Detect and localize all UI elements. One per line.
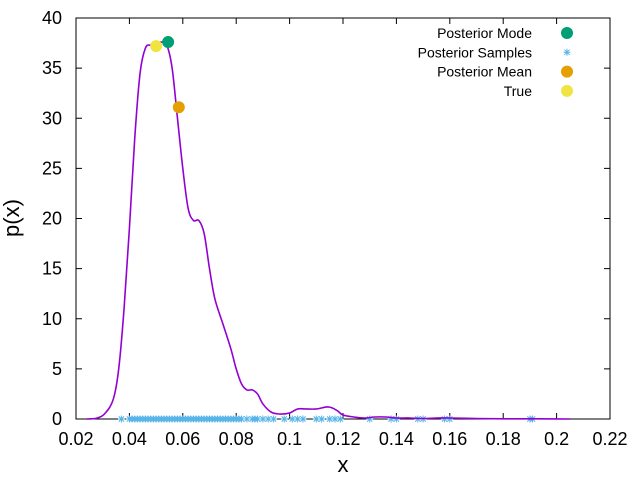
y-tick-label: 15: [42, 259, 62, 279]
y-tick-label: 35: [42, 58, 62, 78]
y-tick-label: 5: [52, 359, 62, 379]
posterior-samples-group: [117, 415, 537, 423]
x-tick-label: 0.12: [325, 429, 360, 449]
y-tick-label: 25: [42, 158, 62, 178]
x-tick-label: 0.2: [544, 429, 569, 449]
legend-label-posterior-samples: Posterior Samples: [418, 44, 532, 60]
y-tick-label: 0: [52, 409, 62, 429]
x-tick-label: 0.04: [112, 429, 147, 449]
x-axis-title: x: [338, 452, 349, 477]
posterior-samples-marker: [392, 415, 400, 423]
x-tick-label: 0.1: [277, 429, 302, 449]
x-tick-label: 0.14: [379, 429, 414, 449]
y-tick-label: 40: [42, 8, 62, 28]
posterior-samples-marker: [336, 415, 344, 423]
posterior-mode-marker: [162, 36, 175, 49]
posterior-samples-marker: [446, 415, 454, 423]
posterior-samples-marker: [264, 415, 272, 423]
posterior-points-group: [150, 36, 185, 114]
y-tick-label: 30: [42, 108, 62, 128]
legend-label-true: True: [504, 83, 532, 99]
density-curve: [86, 41, 570, 420]
x-tick-label: 0.06: [165, 429, 200, 449]
legend: Posterior Mode Posterior Samples Posterior…: [418, 25, 573, 99]
axis-tick-labels: 0.02 0.04 0.06 0.08 0.1 0.12 0.14 0.16 0.18 0.2 0.…: [42, 8, 628, 449]
y-axis-title: p(x): [0, 199, 24, 237]
legend-label-posterior-mean: Posterior Mean: [437, 64, 532, 80]
posterior-samples-marker: [117, 415, 125, 423]
legend-marker-posterior-mode: [561, 27, 573, 39]
true-marker: [150, 40, 163, 53]
legend-label-posterior-mode: Posterior Mode: [437, 25, 532, 41]
posterior-samples-marker: [318, 415, 326, 423]
legend-marker-posterior-samples: [563, 48, 571, 56]
x-tick-label: 0.16: [432, 429, 467, 449]
x-tick-label: 0.22: [592, 429, 627, 449]
posterior-samples-marker: [270, 415, 278, 423]
y-tick-label: 10: [42, 309, 62, 329]
legend-marker-posterior-mean: [561, 65, 573, 78]
posterior-samples-marker: [280, 415, 288, 423]
x-tick-label: 0.02: [58, 429, 93, 449]
y-tick-label: 20: [42, 209, 62, 229]
x-tick-label: 0.08: [219, 429, 254, 449]
x-tick-label: 0.18: [486, 429, 521, 449]
legend-marker-true: [561, 84, 573, 97]
posterior-samples-marker: [299, 415, 307, 423]
posterior-mean-marker: [172, 101, 185, 114]
